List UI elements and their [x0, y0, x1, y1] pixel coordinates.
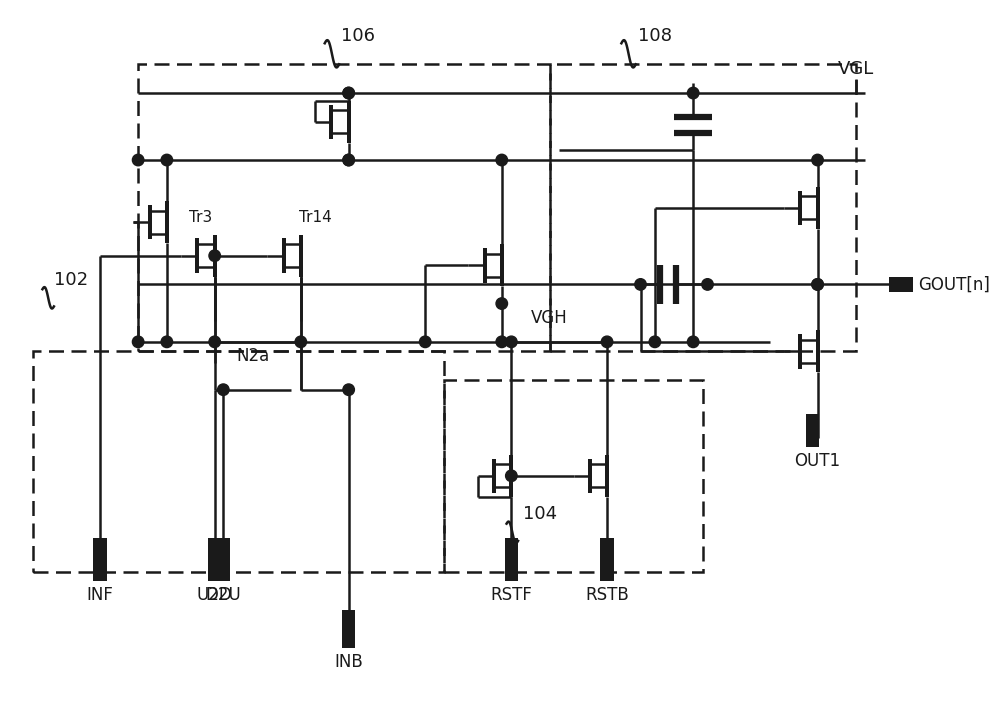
Bar: [444, 380, 703, 572]
Bar: [217, 538, 230, 581]
Text: 102: 102: [54, 270, 88, 288]
Circle shape: [161, 154, 173, 166]
Bar: [342, 610, 355, 648]
Circle shape: [295, 336, 307, 348]
Circle shape: [649, 336, 661, 348]
Text: Tr3: Tr3: [189, 210, 212, 225]
Bar: [93, 538, 107, 581]
Bar: [138, 64, 550, 351]
Text: Tr14: Tr14: [299, 210, 332, 225]
Circle shape: [132, 154, 144, 166]
Circle shape: [343, 87, 354, 99]
Circle shape: [419, 336, 431, 348]
Circle shape: [812, 154, 823, 166]
Circle shape: [343, 384, 354, 395]
Text: 108: 108: [638, 27, 672, 45]
Circle shape: [635, 279, 646, 290]
Text: U2D: U2D: [197, 586, 233, 604]
Circle shape: [209, 336, 220, 348]
Circle shape: [161, 336, 173, 348]
Text: 106: 106: [341, 27, 375, 45]
Bar: [208, 538, 221, 581]
Text: D2U: D2U: [205, 586, 241, 604]
Circle shape: [496, 154, 508, 166]
Circle shape: [812, 279, 823, 290]
Circle shape: [343, 154, 354, 166]
Text: VGL: VGL: [838, 60, 874, 78]
Bar: [806, 414, 819, 447]
Bar: [600, 538, 614, 581]
Circle shape: [343, 154, 354, 166]
Circle shape: [702, 279, 713, 290]
Circle shape: [601, 336, 613, 348]
Circle shape: [496, 336, 508, 348]
Bar: [889, 277, 913, 292]
Bar: [505, 538, 518, 581]
Text: INB: INB: [334, 653, 363, 671]
Text: GOUT[n]: GOUT[n]: [918, 275, 990, 293]
Circle shape: [496, 298, 508, 309]
Text: RSTF: RSTF: [490, 586, 532, 604]
Circle shape: [343, 87, 354, 99]
Text: 104: 104: [523, 505, 557, 523]
Text: N2a: N2a: [236, 348, 270, 366]
Circle shape: [506, 470, 517, 482]
Text: INF: INF: [86, 586, 113, 604]
Circle shape: [812, 279, 823, 290]
Bar: [33, 351, 444, 572]
Text: RSTB: RSTB: [585, 586, 629, 604]
Text: VGH: VGH: [531, 309, 568, 327]
Circle shape: [506, 336, 517, 348]
Circle shape: [209, 250, 220, 262]
Bar: [550, 64, 856, 351]
Text: OUT1: OUT1: [795, 453, 841, 471]
Circle shape: [687, 336, 699, 348]
Circle shape: [687, 87, 699, 99]
Circle shape: [132, 336, 144, 348]
Circle shape: [218, 384, 229, 395]
